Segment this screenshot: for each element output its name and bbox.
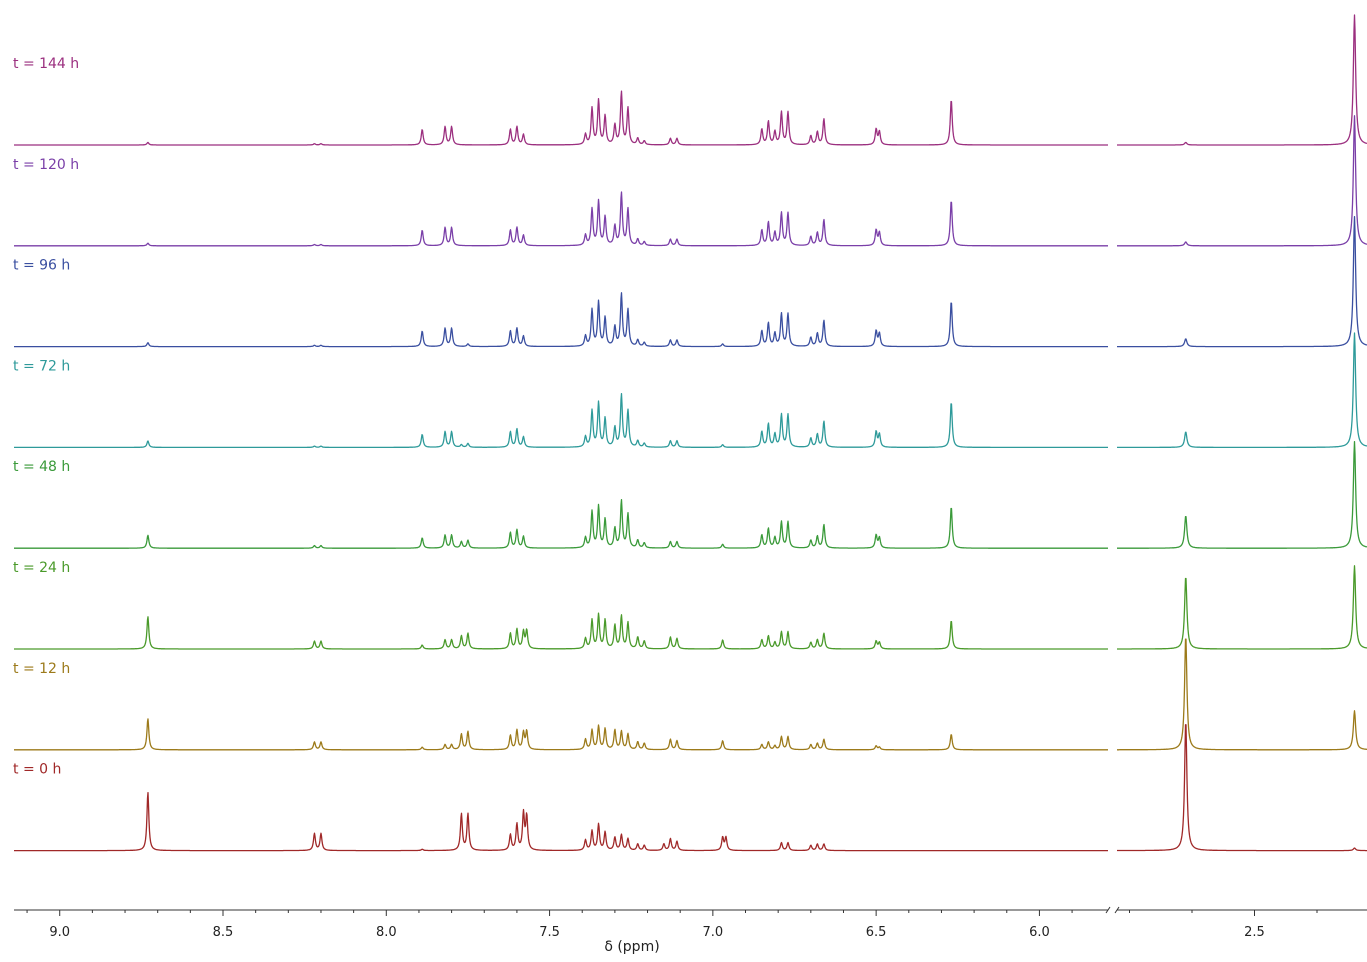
spectrum-trace-2-segment-2 <box>1116 115 1367 247</box>
spectrum-trace-7-segment-2 <box>1116 638 1367 751</box>
series-label-4: t = 72 h <box>13 358 70 374</box>
spectrum-trace-4-segment-1 <box>13 392 1109 449</box>
x-axis-title: δ (ppm) <box>604 939 659 955</box>
x-tick-label-3: 8.0 <box>376 925 397 940</box>
series-label-1: t = 144 h <box>13 56 79 72</box>
x-axis: 9.0 8.5 8.0 7.5 7.0 6.5 6.0 2.5 <box>14 906 1367 940</box>
spectrum-trace-8-segment-2 <box>1116 724 1367 852</box>
spectrum-trace-5-segment-1 <box>13 499 1109 549</box>
spectrum-trace-2-segment-1 <box>13 191 1109 247</box>
series-label-3: t = 96 h <box>13 258 70 274</box>
series-labels: t = 144 h t = 120 h t = 96 h t = 72 h t = 48… <box>13 56 79 778</box>
series-label-5: t = 48 h <box>13 459 70 475</box>
spectrum-trace-8-segment-1 <box>13 791 1109 852</box>
x-tick-label-6: 6.5 <box>866 925 887 940</box>
spectrum-trace-7-segment-1 <box>13 718 1109 751</box>
spectrum-traces <box>13 14 1367 852</box>
x-tick-label-2: 8.5 <box>213 925 234 940</box>
x-tick-label-8: 2.5 <box>1244 925 1265 940</box>
series-label-7: t = 12 h <box>13 661 70 677</box>
x-tick-label-7: 6.0 <box>1029 925 1050 940</box>
spectrum-trace-1-segment-2 <box>1116 14 1367 146</box>
spectrum-trace-4-segment-2 <box>1116 332 1367 449</box>
spectrum-trace-6-segment-2 <box>1116 565 1367 650</box>
series-label-8: t = 0 h <box>13 762 61 778</box>
spectrum-trace-6-segment-1 <box>13 612 1109 650</box>
x-tick-label-5: 7.0 <box>703 925 724 940</box>
series-label-2: t = 120 h <box>13 157 79 173</box>
spectrum-trace-3-segment-1 <box>13 292 1109 348</box>
axis-break-mark-left <box>1105 906 1111 914</box>
spectrum-trace-1-segment-1 <box>13 90 1109 146</box>
axis-break-mark-right <box>1114 906 1120 914</box>
spectrum-trace-5-segment-2 <box>1116 440 1367 549</box>
x-tick-label-1: 9.0 <box>49 925 70 940</box>
spectrum-trace-3-segment-2 <box>1116 215 1367 348</box>
series-label-6: t = 24 h <box>13 560 70 576</box>
x-tick-label-4: 7.5 <box>539 925 560 940</box>
